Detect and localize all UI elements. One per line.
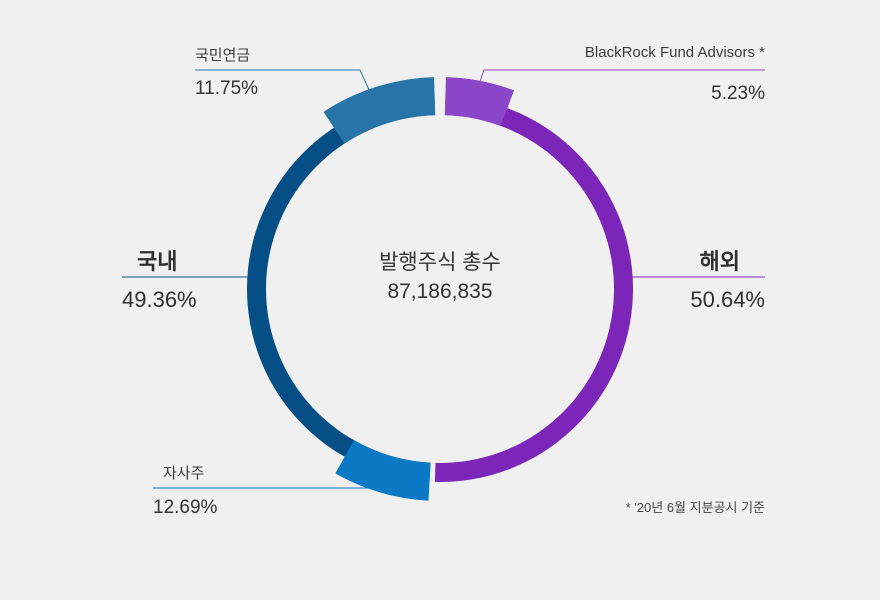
center-title: 발행주식 총수: [379, 251, 501, 274]
center-value: 87,186,835: [387, 280, 493, 303]
label-national-pension-value: 11.75%: [195, 78, 259, 99]
label-foreign-value: 50.64%: [690, 287, 765, 312]
arc-treasury-stock: [335, 440, 431, 501]
label-national-pension-name: 국민연금: [195, 47, 251, 64]
label-treasury-stock-name: 자사주: [163, 465, 205, 482]
label-foreign-name: 해외: [699, 249, 740, 274]
label-domestic-value: 49.36%: [122, 287, 197, 312]
footnote: * '20년 6월 지분공시 기준: [625, 500, 765, 515]
label-blackrock-name: BlackRock Fund Advisors *: [584, 44, 765, 61]
label-blackrock-value: 5.23%: [711, 83, 765, 104]
leader-treasury-stock: [153, 477, 381, 489]
arc-domestic: [247, 96, 436, 482]
label-treasury-stock-value: 12.69%: [153, 497, 218, 518]
inner-background: [290, 139, 590, 439]
leader-national-pension: [195, 69, 371, 93]
leader-blackrock: [478, 69, 765, 85]
arc-national-pension: [323, 77, 436, 144]
label-domestic-name: 국내: [137, 249, 178, 274]
arc-blackrock: [444, 77, 514, 126]
